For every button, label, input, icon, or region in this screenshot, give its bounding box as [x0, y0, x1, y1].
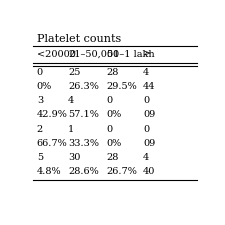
Text: 0%: 0% — [37, 82, 52, 91]
Text: 0: 0 — [107, 96, 113, 105]
Text: 51–1 lakh: 51–1 lakh — [107, 50, 154, 58]
Text: 2: 2 — [37, 125, 43, 134]
Text: 42.9%: 42.9% — [37, 110, 68, 119]
Text: 4.8%: 4.8% — [37, 167, 61, 176]
Text: 29.5%: 29.5% — [107, 82, 137, 91]
Text: 0%: 0% — [107, 110, 122, 119]
Text: 0%: 0% — [107, 139, 122, 148]
Text: 26.3%: 26.3% — [68, 82, 99, 91]
Text: 30: 30 — [68, 153, 81, 162]
Text: >: > — [143, 50, 151, 58]
Text: 25: 25 — [68, 68, 81, 77]
Text: 28.6%: 28.6% — [68, 167, 99, 176]
Text: 4: 4 — [68, 96, 74, 105]
Text: 0: 0 — [143, 125, 149, 134]
Text: 40: 40 — [143, 167, 156, 176]
Text: 28: 28 — [107, 68, 119, 77]
Text: 28: 28 — [107, 153, 119, 162]
Text: 44: 44 — [143, 82, 156, 91]
Text: 33.3%: 33.3% — [68, 139, 99, 148]
Text: 26.7%: 26.7% — [107, 167, 137, 176]
Text: Platelet counts: Platelet counts — [37, 34, 121, 44]
Text: <20000: <20000 — [37, 50, 76, 58]
Text: 66.7%: 66.7% — [37, 139, 68, 148]
Text: 21–50,000: 21–50,000 — [68, 50, 119, 58]
Text: 0: 0 — [37, 68, 43, 77]
Text: 09: 09 — [143, 110, 155, 119]
Text: 1: 1 — [68, 125, 74, 134]
Text: 57.1%: 57.1% — [68, 110, 99, 119]
Text: 4: 4 — [143, 68, 149, 77]
Text: 5: 5 — [37, 153, 43, 162]
Text: 0: 0 — [107, 125, 113, 134]
Text: 4: 4 — [143, 153, 149, 162]
Text: 0: 0 — [143, 96, 149, 105]
Text: 3: 3 — [37, 96, 43, 105]
Text: 09: 09 — [143, 139, 155, 148]
